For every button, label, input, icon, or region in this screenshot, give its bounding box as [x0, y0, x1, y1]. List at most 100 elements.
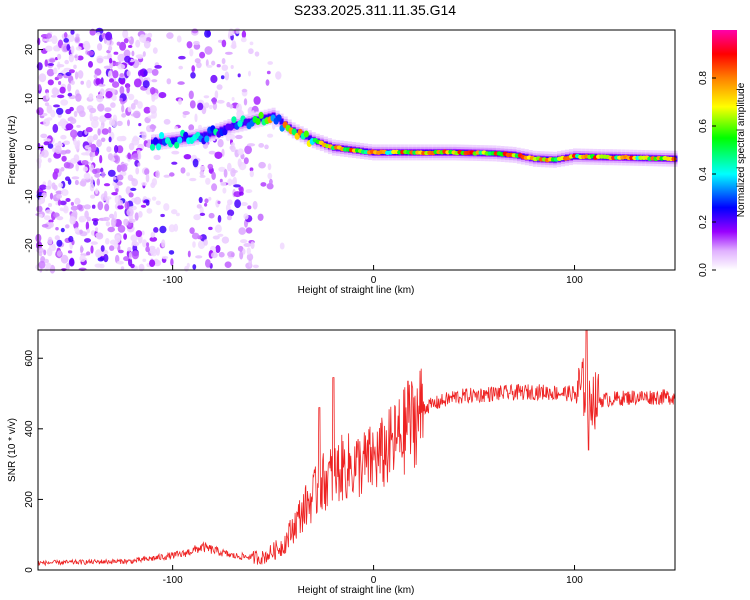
- spectrogram-noise-cell: [214, 151, 223, 159]
- spectrogram-noise-cell: [188, 124, 195, 131]
- spectrogram-noise-cell: [138, 211, 143, 218]
- spectrogram-noise-cell: [226, 101, 231, 108]
- spectrogram-noise-cell: [244, 145, 253, 155]
- spectrogram-noise-cell: [173, 223, 179, 232]
- spectrogram-noise-cell: [132, 136, 139, 142]
- spectrogram-noise-cell: [74, 179, 79, 186]
- spectrogram-noise-cell: [161, 239, 166, 248]
- spectrogram-noise-cell: [146, 242, 150, 247]
- spectrogram-noise-cell: [76, 204, 83, 211]
- spectrogram-noise-cell: [210, 74, 218, 84]
- spectrogram-noise-cell: [171, 161, 178, 165]
- spectrogram-noise-cell: [178, 65, 183, 70]
- spectrogram-noise-cell: [81, 160, 89, 166]
- spectrogram-noise-cell: [170, 258, 174, 266]
- spectrogram-noise-cell: [38, 213, 43, 218]
- spectrogram-noise-cell: [125, 92, 130, 97]
- spectrogram-noise-cell: [151, 196, 157, 201]
- spectrogram-noise-cell: [230, 65, 234, 69]
- spectrogram-noise-cell: [95, 227, 99, 232]
- spectrogram-ridge-cell: [276, 114, 282, 122]
- colorbar-tick-label: 0.6: [698, 119, 709, 133]
- spectrogram-noise-cell: [60, 254, 69, 264]
- spectrogram-noise-cell: [117, 225, 126, 233]
- spectrogram-noise-cell: [127, 152, 131, 160]
- spectrogram-noise-cell: [83, 172, 91, 180]
- spectrogram-noise-cell: [194, 58, 201, 64]
- spectrogram-noise-cell: [189, 227, 195, 235]
- spectrogram-noise-cell: [60, 99, 69, 106]
- spectrogram-noise-cell: [216, 63, 221, 68]
- spectrogram-noise-cell: [189, 48, 194, 57]
- spectrogram-noise-cell: [100, 245, 105, 252]
- spectrogram-noise-cell: [135, 39, 141, 48]
- spectrogram-noise-cell: [90, 241, 98, 245]
- spectrogram-noise-cell: [58, 182, 63, 188]
- spectrogram-noise-cell: [70, 45, 75, 55]
- spectrogram-noise-cell: [199, 174, 206, 178]
- spectrogram-noise-cell: [70, 201, 74, 206]
- spectrogram-noise-cell: [70, 205, 78, 211]
- spectrogram-noise-cell: [77, 55, 84, 61]
- spectrogram-noise-cell: [44, 258, 49, 264]
- spectrogram-noise-cell: [143, 106, 151, 114]
- spectrogram-noise-cell: [38, 250, 43, 257]
- snr-xlabel: Height of straight line (km): [298, 585, 415, 596]
- spectrogram-noise-cell: [123, 233, 127, 240]
- spectrogram-noise-cell: [99, 88, 105, 97]
- spectrogram-noise-cell: [56, 194, 63, 199]
- spectrogram-noise-cell: [108, 45, 113, 52]
- spectrogram-noise-cell: [47, 79, 54, 86]
- spectrogram-noise-cell: [117, 199, 124, 206]
- spectrogram-noise-cell: [63, 162, 71, 169]
- spectrogram-noise-cell: [43, 249, 47, 256]
- spectrogram-noise-cell: [239, 186, 244, 194]
- spectrogram-noise-cell: [209, 104, 213, 110]
- spectrogram-noise-cell: [206, 64, 213, 68]
- spectrogram-noise-cell: [94, 68, 102, 76]
- spectrogram-noise-cell: [56, 239, 63, 247]
- spectrogram-noise-cell: [112, 176, 117, 180]
- spectrogram-noise-cell: [48, 222, 54, 228]
- spectrogram-noise-cell: [245, 189, 253, 194]
- spectrogram-noise-cell: [47, 203, 53, 207]
- spectrogram-noise-cell: [243, 243, 252, 247]
- spectrogram-noise-cell: [121, 104, 125, 113]
- spectrogram-noise-cell: [61, 70, 67, 74]
- spectrogram-noise-cell: [96, 32, 101, 36]
- spectrogram-noise-cell: [163, 203, 170, 211]
- spectrogram-noise-cell: [116, 41, 121, 46]
- spectrogram-noise-cell: [237, 158, 242, 168]
- spectrogram-noise-cell: [105, 221, 111, 227]
- spectrogram-noise-cell: [224, 261, 232, 269]
- spectrogram-noise-cell: [75, 93, 82, 102]
- spectrogram-noise-cell: [108, 57, 113, 64]
- spectrogram-noise-cell: [198, 196, 203, 204]
- spectrogram-noise-cell: [226, 215, 232, 221]
- spectrogram-noise-cell: [63, 31, 68, 39]
- spectrogram-noise-cell: [168, 250, 175, 255]
- spectrogram-noise-cell: [160, 213, 165, 218]
- spectrogram-noise-cell: [85, 221, 90, 231]
- spectrogram-cells: [35, 27, 678, 274]
- spectrogram-ridge-cell: [247, 119, 252, 125]
- spectrogram-ridge-cell: [203, 132, 208, 138]
- spectrogram-noise-cell: [116, 181, 123, 186]
- spectrogram-noise-cell: [49, 264, 56, 274]
- spectrogram-noise-cell: [97, 201, 104, 211]
- snr-ytick-label: 600: [24, 349, 35, 366]
- spectrogram-noise-cell: [174, 126, 179, 130]
- spectrogram-noise-cell: [65, 72, 72, 76]
- spectrogram-noise-cell: [113, 240, 119, 249]
- spectrogram-noise-cell: [169, 172, 175, 177]
- spectrogram-noise-cell: [119, 41, 127, 51]
- spectrogram-noise-cell: [63, 140, 70, 146]
- spectrogram-noise-cell: [199, 165, 206, 171]
- spectrogram-noise-cell: [75, 46, 82, 51]
- spectrogram-noise-cell: [57, 199, 62, 206]
- spectrogram-noise-cell: [47, 63, 55, 66]
- spectrogram-noise-cell: [113, 211, 117, 220]
- spectrogram-noise-cell: [89, 151, 97, 158]
- spectrogram-noise-cell: [151, 79, 158, 83]
- spectrogram-noise-cell: [58, 81, 62, 85]
